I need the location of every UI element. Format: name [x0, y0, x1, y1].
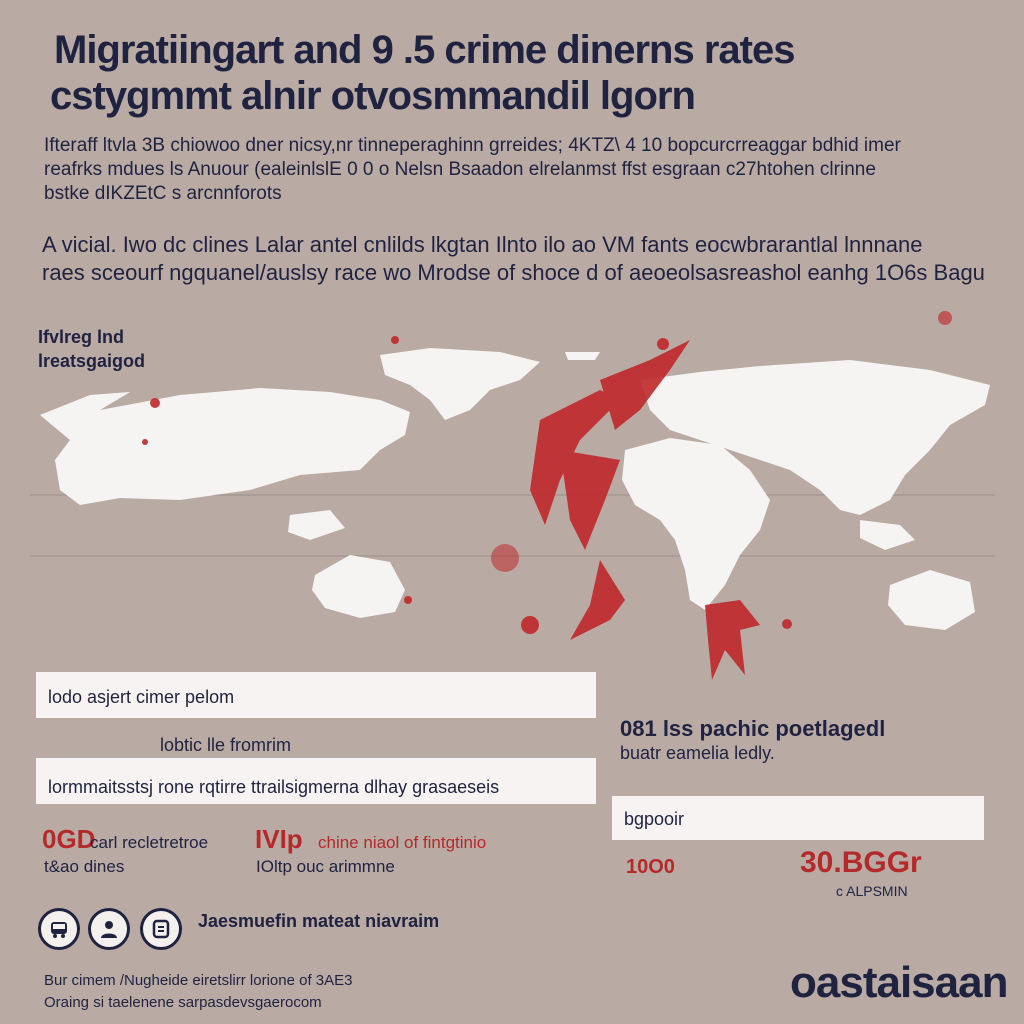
migration-flow [560, 450, 620, 550]
right-stat-2-label: c ALPSMIN [836, 883, 908, 899]
stat-2-label-2: IOltp ouc arimmne [256, 857, 395, 876]
migration-point [657, 338, 669, 350]
landmass [380, 348, 540, 420]
badge-icon [140, 908, 182, 950]
landmass [622, 438, 770, 610]
right-info-bar: bgpooir [612, 796, 984, 840]
page-subtitle: cstygmmt alnir otvosmmandil lgorn [50, 74, 696, 118]
summary-line-1: A vicial. Iwo dc clines Lalar antel cnli… [42, 232, 923, 257]
migration-point [521, 616, 539, 634]
landmass [40, 388, 410, 505]
migration-flow [705, 600, 760, 680]
summary-line-2: raes sceourf ngquanel/auslsy race wo Mro… [42, 260, 985, 285]
map-legend-line-2: lreatsgaigod [38, 351, 146, 371]
map-legend-line-1: Ifvlreg lnd [38, 327, 125, 347]
landmass [640, 360, 990, 515]
intro-line-1: Ifteraff ltvla 3B chiowoo dner nicsy,nr … [44, 135, 901, 156]
info-bar-1-label: lodo asjert cimer pelom [48, 687, 235, 707]
migration-point [142, 439, 148, 445]
migration-flow [570, 560, 625, 640]
brand-logo: oastaisaan [790, 958, 1008, 1007]
stat-2-label-1: chine niaol of fintgtinio [318, 833, 487, 852]
person-icon [88, 908, 130, 950]
migration-point [150, 398, 160, 408]
right-panel-heading: 081 lss pachic poetlagedl [620, 716, 886, 741]
world-map [30, 311, 995, 680]
migration-point [491, 544, 519, 572]
landmass [860, 520, 915, 550]
landmass [888, 570, 975, 630]
info-bar-2: lormmaitsstsj rone rqtirre ttrailsigmern… [36, 758, 596, 804]
right-stat-1-value: 10O0 [626, 856, 675, 878]
info-bar-2-label: lormmaitsstsj rone rqtirre ttrailsigmern… [48, 777, 500, 797]
stat-1-label-1: carl recletretroe [90, 833, 209, 852]
migration-flow [600, 340, 690, 430]
landmass [312, 555, 405, 618]
migration-point [391, 336, 399, 344]
stat-1-label-2: t&ao dines [44, 857, 125, 876]
landmass [565, 352, 600, 360]
stat-1-value: 0GD [42, 824, 96, 854]
bus-icon [38, 908, 80, 950]
right-stat-2-value: 30.BGGr [800, 846, 922, 879]
info-note: lobtic lle fromrim [160, 735, 292, 755]
intro-line-2: reafrks mdues ls Anuour (ealeinlslE 0 0 … [44, 159, 876, 180]
migration-point [782, 619, 792, 629]
footer-line-1: Bur cimem /Nugheide eiretslirr lorione o… [44, 972, 353, 989]
right-panel-subheading: buatr eamelia ledly. [620, 743, 775, 763]
stat-2-value: IVIp [255, 824, 303, 854]
migration-point [938, 311, 952, 325]
migration-flow [530, 390, 620, 525]
right-info-bar-label: bgpooir [624, 809, 685, 829]
footer-line-2: Oraing si taelenene sarpasdevsgaerocom [44, 994, 322, 1011]
landmass [288, 510, 345, 540]
page-title: Migratiingart and 9 .5 crime dinerns rat… [54, 28, 795, 72]
intro-line-3: bstke dIKZEtC s arcnnforots [44, 183, 282, 204]
migration-point [404, 596, 412, 604]
info-bar-1: lodo asjert cimer pelom [36, 672, 596, 718]
icons-caption: Jaesmuefin mateat niavraim [198, 911, 440, 931]
